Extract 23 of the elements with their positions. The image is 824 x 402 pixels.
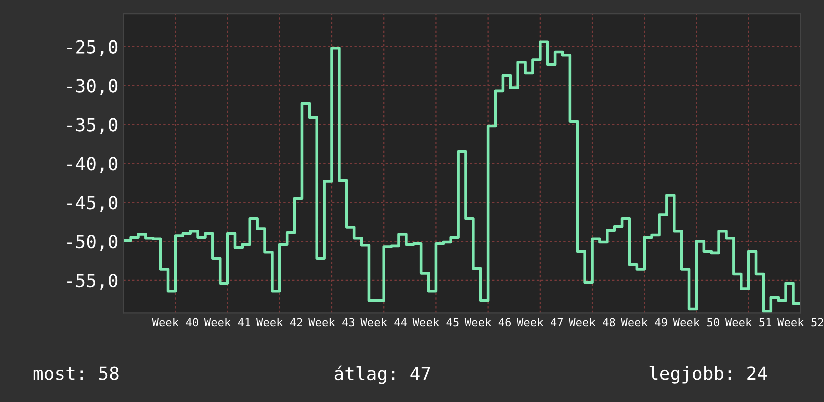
x-tick-label: Week 42 [256,318,302,327]
x-tick-label: Week 45 [412,318,459,327]
x-tick-label: Week 51 [725,318,772,327]
x-tick-label: Week 40 [152,318,198,327]
x-tick-label: Week 48 [569,318,616,327]
y-tick-label: -50,0 [68,235,118,251]
x-tick-label: Week 47 [517,318,563,327]
x-tick-label: Week 41 [204,318,250,327]
x-tick-label: Week 43 [308,318,355,327]
x-tick-label: Week 50 [673,318,720,327]
text: most: 58 [34,366,119,380]
text: átlag: 47 [334,366,430,384]
y-tick-label: -45,0 [68,196,118,212]
x-tick-label: Week 52 [778,318,824,327]
x-tick-label: Week 46 [464,318,512,327]
text: legjobb: 24 [650,366,768,384]
x-tick-label: Week 49 [621,318,668,327]
y-tick-label: -30,0 [68,79,118,96]
y-tick-label: -25,0 [68,40,118,56]
y-tick-label: -35,0 [68,118,118,134]
y-tick-label: -40,0 [68,157,118,174]
x-tick-label: Week 44 [360,318,407,327]
y-tick-label: -55,0 [68,274,118,290]
